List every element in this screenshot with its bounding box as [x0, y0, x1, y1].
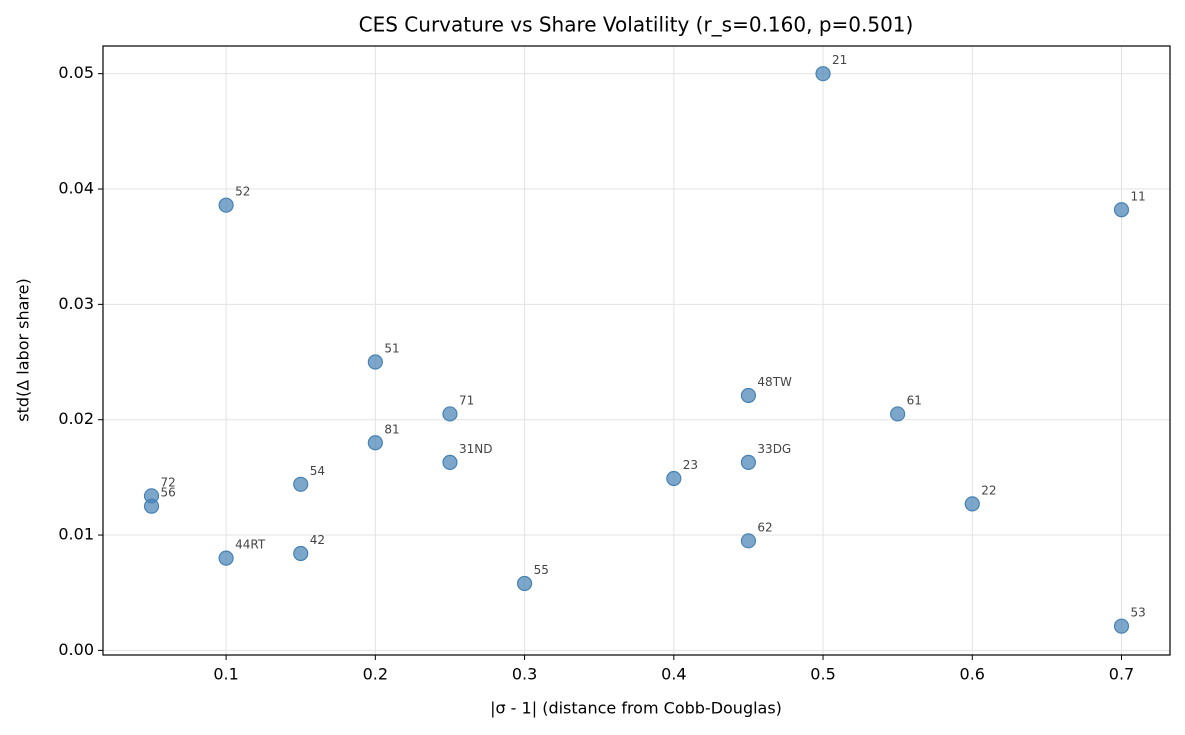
point	[442, 454, 458, 470]
point	[516, 575, 533, 592]
point	[964, 496, 980, 512]
y-tick-label: 0.05	[58, 63, 94, 82]
point-label: 62	[757, 520, 772, 534]
y-tick-label: 0.00	[58, 640, 94, 659]
point	[740, 454, 757, 470]
x-tick-label: 0.6	[960, 665, 985, 684]
point-label: 42	[310, 533, 325, 547]
y-axis-label: std(Δ labor share)	[14, 278, 33, 422]
x-tick-label: 0.2	[363, 665, 388, 684]
point	[218, 550, 234, 566]
point-label: 72	[161, 475, 176, 489]
point	[666, 470, 682, 487]
point-label: 11	[1131, 189, 1146, 203]
point	[740, 387, 757, 404]
point-label: 21	[832, 53, 847, 67]
point	[1113, 618, 1130, 634]
point-label: 48TW	[757, 375, 792, 389]
y-tick-label: 0.04	[58, 179, 94, 198]
point-label: 51	[384, 342, 399, 356]
point	[442, 406, 458, 422]
x-tick-label: 0.3	[512, 665, 537, 684]
chart-title: CES Curvature vs Share Volatility (r_s=0…	[359, 13, 914, 37]
point-label: 23	[683, 458, 698, 472]
point-label: 31ND	[459, 442, 493, 456]
point	[815, 66, 831, 82]
x-axis-label: |σ - 1| (distance from Cobb-Douglas)	[490, 699, 782, 718]
x-tick-label: 0.1	[213, 665, 238, 684]
point	[367, 354, 383, 370]
y-tick-label: 0.01	[58, 525, 94, 544]
point-label: 81	[384, 422, 399, 436]
point-label: 55	[534, 563, 549, 577]
point-label: 44RT	[235, 538, 266, 552]
point-label: 56	[161, 486, 176, 500]
point-label: 54	[310, 464, 325, 478]
point-label: 33DG	[757, 442, 791, 456]
point	[293, 476, 309, 492]
point	[367, 435, 383, 451]
point	[143, 498, 160, 514]
x-tick-label: 0.7	[1109, 665, 1134, 684]
point-label: 61	[907, 393, 922, 407]
point	[740, 533, 757, 549]
point-label: 52	[235, 185, 250, 199]
point	[890, 406, 906, 422]
y-tick-label: 0.03	[58, 294, 94, 313]
y-tick-label: 0.02	[58, 409, 94, 428]
x-tick-label: 0.4	[661, 665, 686, 684]
point-label: 22	[981, 483, 996, 497]
point-label: 53	[1131, 606, 1146, 620]
point	[293, 545, 309, 562]
point-label: 71	[459, 393, 474, 407]
plot-frame	[102, 45, 1171, 656]
point	[218, 197, 234, 213]
point	[1113, 202, 1130, 218]
x-tick-label: 0.5	[810, 665, 835, 684]
